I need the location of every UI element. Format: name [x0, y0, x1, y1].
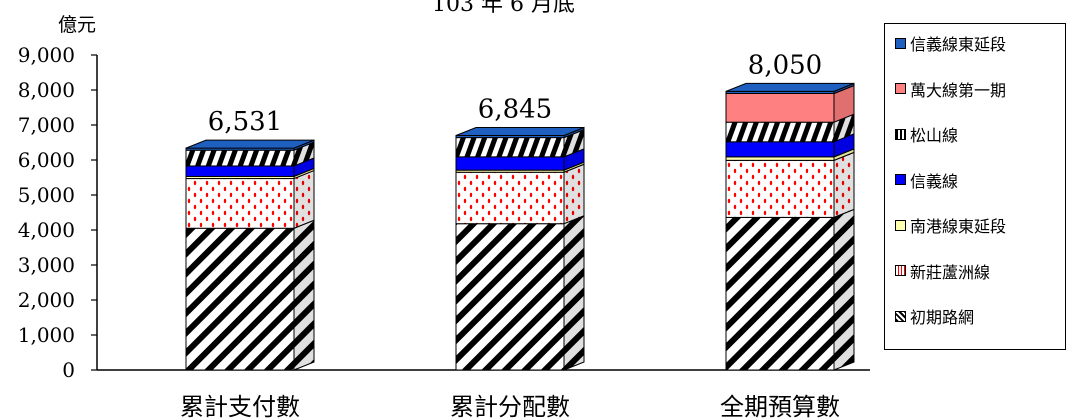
y-tick-label: 9,000	[18, 43, 75, 67]
y-tick-label: 1,000	[18, 323, 75, 347]
bar-segment	[185, 165, 295, 177]
bar-segment-shade	[834, 85, 854, 123]
y-tick-label: 8,000	[18, 78, 75, 102]
legend-item: 萬大線第一期	[895, 78, 1006, 100]
bar-top-face	[455, 127, 585, 136]
bar-top-face	[185, 139, 315, 149]
x-category-label: 累計支付數	[180, 393, 300, 419]
x-category-label: 累計分配數	[450, 393, 570, 419]
legend-swatch	[895, 174, 906, 185]
bar-segment-shade	[294, 170, 314, 229]
legend-item: 信義線	[895, 169, 958, 191]
y-tick-label: 7,000	[18, 113, 75, 137]
legend-item: 信義線東延段	[895, 32, 1006, 54]
legend-swatch	[895, 128, 906, 140]
bar-segment	[725, 121, 835, 143]
legend-label: 初期路網	[910, 308, 975, 327]
bar-segment-shade	[564, 215, 584, 370]
bar-segment	[185, 227, 295, 371]
bar-segment	[455, 156, 565, 171]
legend-label: 新莊蘆洲線	[910, 262, 991, 282]
legend-label: 信義線	[910, 171, 959, 191]
bar-segment	[185, 149, 295, 167]
bar-top-face	[725, 82, 855, 92]
bar-segment	[455, 137, 565, 158]
bar-total-label: 8,050	[748, 50, 822, 80]
legend-item: 初期路網	[895, 305, 974, 327]
bar-segment-shade	[294, 157, 314, 177]
x-category-label: 全期預算數	[720, 393, 840, 419]
y-tick-label: 6,000	[18, 148, 75, 172]
y-axis-label: 億元	[58, 14, 97, 36]
bar-segment	[725, 156, 835, 161]
legend: 信義線東延段 萬大線第一期 松山線信義線南港線東延段 新莊蘆洲線初期路網	[884, 23, 1066, 350]
bar-segment	[725, 93, 835, 123]
y-tick-label: 4,000	[18, 218, 75, 242]
legend-swatch	[895, 310, 906, 322]
y-tick-label: 0	[62, 358, 75, 382]
bar-segment-shade	[564, 148, 584, 171]
bar-total-label: 6,845	[478, 95, 552, 125]
bar-segment	[455, 171, 565, 225]
legend-swatch	[895, 83, 906, 94]
y-tick-label: 3,000	[18, 253, 75, 277]
bar-segment-shade	[834, 148, 854, 161]
bar-segment	[725, 216, 835, 371]
bar-segment	[455, 223, 565, 371]
legend-item: 松山線	[895, 123, 958, 145]
bar-segment-shade	[834, 209, 854, 370]
legend-label: 信義線東延段	[910, 35, 1007, 54]
legend-item: 南港線東延段	[895, 214, 1006, 236]
bar-segment-shade	[294, 142, 314, 166]
legend-swatch	[895, 219, 906, 231]
bar-segment-shade	[834, 152, 854, 218]
y-tick-label: 5,000	[18, 183, 75, 207]
legend-label: 萬大線第一期	[910, 80, 1007, 100]
legend-label: 松山線	[910, 126, 959, 145]
legend-swatch	[895, 265, 906, 276]
bar-segment	[725, 159, 835, 218]
bar-segment-shade	[834, 133, 854, 157]
bar-segment	[725, 141, 835, 158]
bar-segment-shade	[294, 220, 314, 370]
legend-label: 南港線東延段	[910, 217, 1007, 236]
bar-segment	[185, 178, 295, 229]
legend-item: 新莊蘆洲線	[895, 260, 990, 282]
bar-segment-shade	[564, 129, 584, 157]
bar-segment-shade	[834, 114, 854, 142]
legend-swatch	[895, 37, 906, 49]
chart-title: 103 年 6 月底	[432, 0, 575, 17]
bar-total-label: 6,531	[208, 107, 282, 137]
bar-segment-shade	[564, 164, 584, 224]
y-tick-label: 2,000	[18, 288, 75, 312]
